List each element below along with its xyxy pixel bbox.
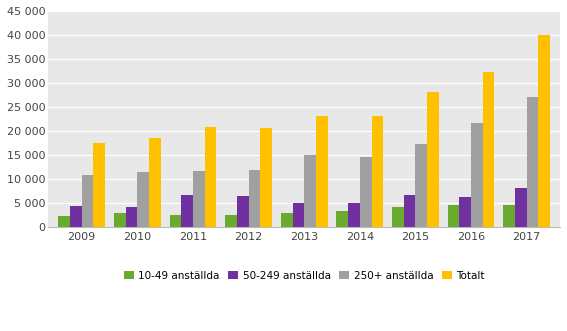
Bar bbox=[336, 211, 348, 227]
Bar bbox=[416, 144, 427, 227]
Bar bbox=[348, 203, 360, 227]
Bar bbox=[205, 127, 217, 227]
Bar bbox=[114, 213, 126, 227]
Bar bbox=[137, 171, 149, 227]
Bar bbox=[149, 138, 160, 227]
Bar bbox=[304, 155, 316, 227]
Bar bbox=[126, 207, 137, 227]
Bar bbox=[392, 207, 404, 227]
Bar bbox=[70, 206, 82, 227]
Bar bbox=[471, 123, 483, 227]
Legend: 10-49 anställda, 50-249 anställda, 250+ anställda, Totalt: 10-49 anställda, 50-249 anställda, 250+ … bbox=[120, 266, 489, 285]
Bar bbox=[448, 205, 459, 227]
Bar bbox=[82, 175, 94, 227]
Bar bbox=[260, 128, 272, 227]
Bar bbox=[58, 216, 70, 227]
Bar bbox=[503, 205, 515, 227]
Bar bbox=[293, 203, 304, 227]
Bar bbox=[459, 197, 471, 227]
Bar bbox=[527, 97, 538, 227]
Bar bbox=[248, 170, 260, 227]
Bar bbox=[360, 157, 371, 227]
Bar bbox=[181, 196, 193, 227]
Bar bbox=[193, 170, 205, 227]
Bar bbox=[515, 188, 527, 227]
Bar bbox=[225, 215, 237, 227]
Bar bbox=[94, 143, 105, 227]
Bar bbox=[170, 214, 181, 227]
Bar bbox=[538, 35, 550, 227]
Bar bbox=[371, 117, 383, 227]
Bar bbox=[483, 72, 494, 227]
Bar bbox=[316, 117, 328, 227]
Bar bbox=[237, 196, 248, 227]
Bar bbox=[427, 92, 439, 227]
Bar bbox=[281, 213, 293, 227]
Bar bbox=[404, 195, 416, 227]
